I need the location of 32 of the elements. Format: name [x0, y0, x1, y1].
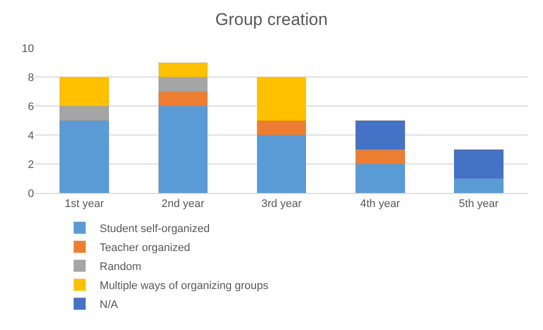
- y-tick-label: 4: [28, 130, 34, 142]
- bar: [256, 120, 306, 135]
- chart-title: Group creation: [215, 10, 328, 30]
- bar: [256, 135, 306, 193]
- legend-label: Random: [100, 261, 142, 274]
- legend-label: Multiple ways of organizing groups: [100, 280, 269, 292]
- bar: [158, 62, 208, 77]
- bar: [60, 106, 109, 120]
- x-tick-label: 3rd year: [261, 198, 302, 210]
- bar: [256, 77, 306, 120]
- bar: [60, 77, 109, 106]
- y-tick-label: 8: [28, 72, 34, 84]
- bar: [158, 106, 208, 193]
- x-tick-label: 2nd year: [161, 198, 205, 210]
- x-tick-label: 5th year: [458, 198, 499, 210]
- x-tick-label: 4th year: [360, 198, 400, 210]
- bar: [355, 120, 405, 150]
- bar: [158, 92, 208, 106]
- bar: [454, 178, 504, 193]
- bar: [60, 120, 109, 193]
- legend-label: Student self-organized: [100, 223, 210, 236]
- y-tick-label: 6: [28, 100, 34, 113]
- bar: [355, 164, 405, 193]
- y-tick-label: 2: [28, 158, 34, 171]
- y-tick-label: 0: [28, 188, 34, 200]
- legend-label: Teacher organized: [100, 242, 190, 254]
- legend-label: N/A: [100, 299, 119, 312]
- bar: [355, 150, 405, 164]
- x-tick-label: 1st year: [64, 198, 104, 210]
- bar: [158, 77, 208, 92]
- y-tick-label: 10: [22, 42, 34, 55]
- bar: [454, 150, 504, 178]
